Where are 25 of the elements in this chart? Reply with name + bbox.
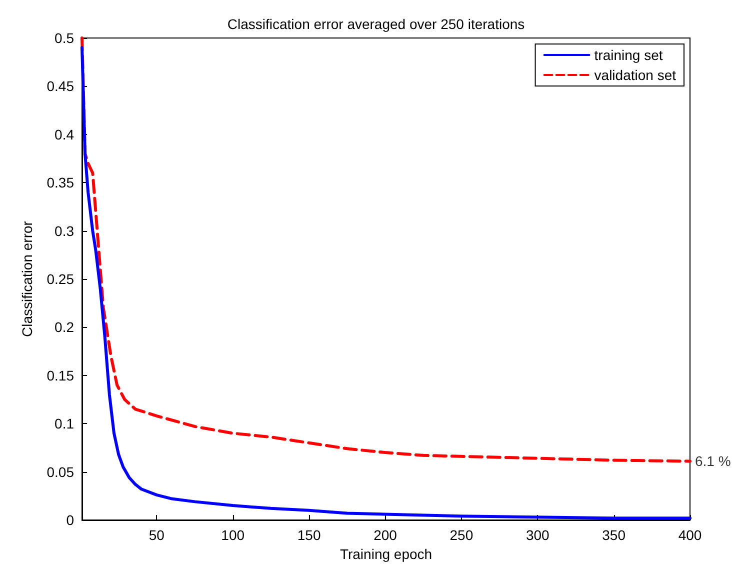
y-tick-label: 0.1: [54, 416, 74, 432]
x-tick-label: 100: [221, 527, 245, 543]
chart-title: Classification error averaged over 250 iterations: [227, 16, 525, 32]
y-tick-label: 0.25: [46, 271, 74, 287]
x-tick-label: 300: [526, 527, 550, 543]
legend-label: validation set: [594, 67, 676, 83]
y-tick-label: 0.15: [46, 367, 74, 384]
x-tick-label: 50: [148, 527, 165, 543]
x-tick-label: 400: [678, 527, 702, 543]
y-tick-label: 0.35: [46, 174, 74, 191]
y-tick-label: 0.5: [54, 30, 74, 46]
y-tick-label: 0.2: [54, 319, 74, 336]
x-tick-label: 250: [450, 527, 474, 543]
y-tick-label: 0.4: [54, 126, 74, 142]
y-tick-label: 0.05: [46, 464, 74, 480]
y-axis-title: Classification error: [19, 220, 35, 337]
x-tick-label: 200: [374, 527, 398, 543]
y-tick-label: 0.3: [54, 222, 74, 239]
legend-label: training set: [594, 47, 663, 63]
annotation: 6.1 %: [695, 453, 731, 470]
x-tick-label: 350: [602, 527, 626, 543]
y-tick-label: 0: [66, 512, 74, 528]
y-tick-label: 0.45: [46, 78, 74, 94]
x-axis-title: Training epoch: [340, 546, 432, 562]
x-tick-label: 150: [297, 527, 321, 543]
